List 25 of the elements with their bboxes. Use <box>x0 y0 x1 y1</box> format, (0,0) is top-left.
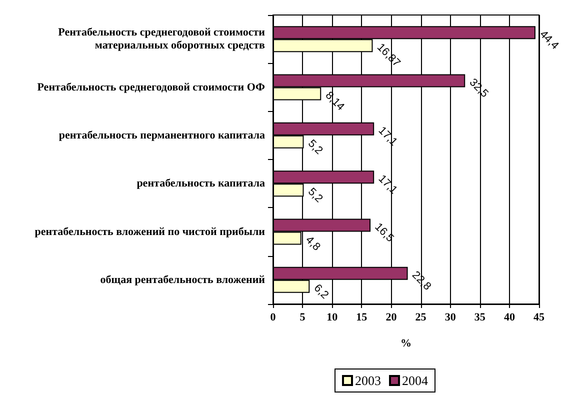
x-tick-label: 5 <box>300 312 306 324</box>
x-tick-label: 40 <box>504 312 516 324</box>
legend-label: 2004 <box>402 373 428 388</box>
data-label: 4,8 <box>303 234 322 254</box>
data-label: 5,2 <box>305 186 325 206</box>
x-tick-label: 45 <box>534 312 545 324</box>
y-tick-label: рентабельность капитала <box>136 178 266 190</box>
y-tick-label: рентабельность вложений по чистой прибыли <box>34 226 266 238</box>
x-tick-label: 25 <box>415 312 427 324</box>
x-tick-label: 20 <box>386 312 398 324</box>
x-tick-label: 35 <box>474 312 486 324</box>
y-tick-label: рентабельность перманентного капитала <box>58 129 266 142</box>
x-tick-label: 15 <box>356 312 368 324</box>
data-label: 16,5 <box>372 221 396 245</box>
y-tick-label: общая рентабельность вложений <box>100 274 266 286</box>
data-label: 5,2 <box>305 138 325 157</box>
data-label: 44,4 <box>537 28 561 52</box>
y-tick-label: Рентабельность среднегодовой стоимости ОФ <box>37 81 266 94</box>
y-tick-label: Рентабельность среднегодовой стоимости материальных оборотных средств <box>58 26 266 52</box>
data-label: 6,2 <box>311 282 331 302</box>
x-tick-label: 30 <box>444 312 456 324</box>
legend-label: 2003 <box>355 373 381 388</box>
x-tick-label: 10 <box>326 312 338 324</box>
x-axis-title: % <box>400 338 412 350</box>
x-tick-label: 0 <box>270 312 276 324</box>
